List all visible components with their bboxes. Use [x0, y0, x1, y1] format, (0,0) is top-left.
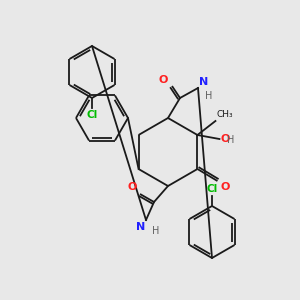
Text: N: N: [136, 222, 145, 232]
Text: Cl: Cl: [206, 184, 218, 194]
Text: CH₃: CH₃: [216, 110, 233, 119]
Text: H: H: [152, 226, 159, 236]
Text: O: O: [220, 134, 230, 144]
Text: N: N: [199, 77, 208, 87]
Text: O: O: [128, 182, 137, 192]
Text: H: H: [227, 135, 235, 145]
Text: H: H: [205, 91, 212, 101]
Text: Cl: Cl: [86, 110, 98, 120]
Text: O: O: [220, 182, 230, 192]
Text: O: O: [159, 75, 168, 85]
